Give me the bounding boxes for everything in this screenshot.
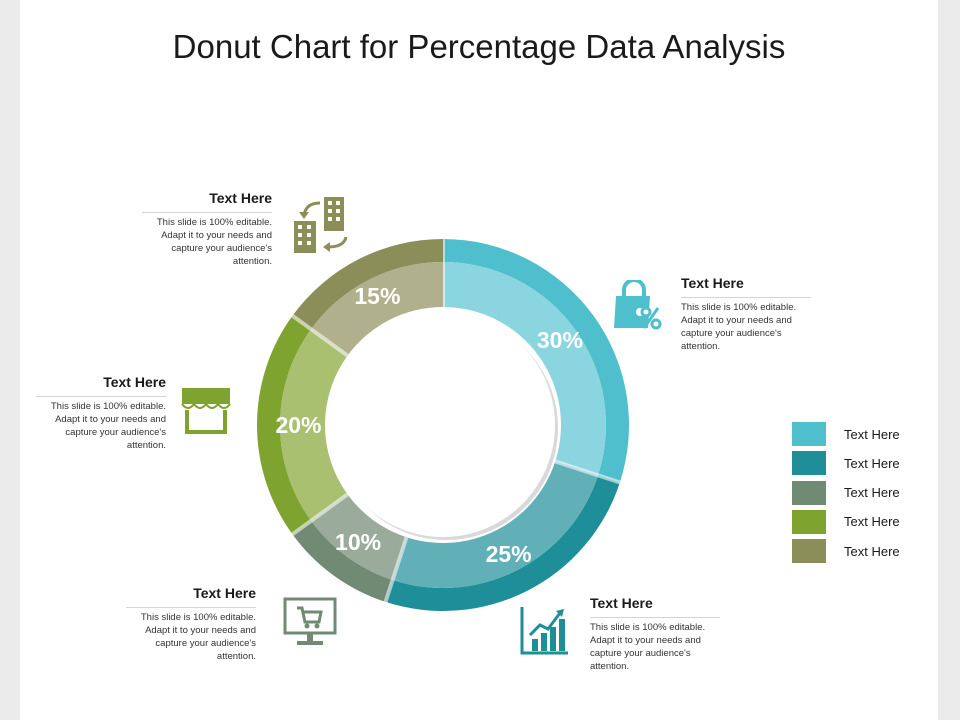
legend-swatch	[792, 509, 826, 534]
callout-middle-left: Text Here This slide is 100% editable. A…	[36, 374, 166, 452]
legend-label: Text Here	[844, 426, 900, 442]
callout-body: This slide is 100% editable. Adapt it to…	[140, 612, 256, 662]
legend-item: Text Here	[792, 422, 900, 446]
slice-separator	[554, 459, 625, 486]
slice-percent-label: 15%	[354, 283, 400, 309]
callout-body: This slide is 100% editable. Adapt it to…	[50, 401, 166, 451]
callout-heading: Text Here	[681, 275, 744, 291]
shopping-bag-percent-icon	[614, 280, 662, 330]
divider	[590, 617, 720, 618]
donut-slice-outer	[385, 475, 620, 611]
callout-body: This slide is 100% editable. Adapt it to…	[156, 217, 272, 267]
divider	[142, 212, 272, 213]
chart-title: Donut Chart for Percentage Data Analysis	[172, 28, 786, 65]
divider	[681, 297, 811, 298]
callout-heading: Text Here	[590, 595, 653, 611]
legend-item: Text Here	[792, 451, 900, 476]
donut-slice-inner	[280, 329, 348, 521]
slice-separator	[382, 536, 409, 607]
legend-swatch	[792, 451, 826, 476]
slice-separator	[288, 311, 349, 358]
legend-swatch	[792, 539, 826, 564]
donut-slice-outer	[443, 239, 629, 483]
computer-cart-icon	[283, 597, 337, 645]
legend-label: Text Here	[844, 543, 900, 559]
legend-swatch	[792, 480, 826, 505]
slice-percent-label: 20%	[275, 412, 321, 438]
donut-slice-inner	[392, 461, 599, 588]
donut-slice-inner	[311, 494, 407, 581]
donut-slice-outer	[292, 520, 393, 602]
slice-separator	[288, 492, 349, 539]
callout-body: This slide is 100% editable. Adapt it to…	[590, 622, 706, 672]
divider	[36, 396, 166, 397]
legend: Text Here Text Here Text Here Text Here …	[792, 422, 900, 568]
growth-chart-icon	[520, 607, 568, 655]
donut-slice-inner	[443, 262, 606, 476]
legend-label: Text Here	[844, 455, 900, 471]
donut-hole	[331, 313, 555, 537]
donut-slice-inner	[311, 262, 443, 356]
donut-slice-outer	[257, 315, 312, 535]
legend-label: Text Here	[844, 485, 900, 501]
callout-heading: Text Here	[103, 374, 166, 390]
donut-slice-outer	[292, 239, 443, 330]
callout-heading: Text Here	[209, 190, 272, 206]
slice-percent-label: 25%	[486, 541, 532, 567]
callout-bottom-right: Text Here This slide is 100% editable. A…	[590, 595, 720, 673]
callout-body: This slide is 100% editable. Adapt it to…	[681, 302, 797, 352]
callout-top-left: Text Here This slide is 100% editable. A…	[142, 190, 272, 268]
callout-top-right: Text Here This slide is 100% editable. A…	[681, 275, 811, 353]
legend-item: Text Here	[792, 539, 900, 564]
callout-bottom-left: Text Here This slide is 100% editable. A…	[126, 585, 256, 663]
slice-percent-label: 10%	[335, 529, 381, 555]
legend-swatch	[792, 422, 826, 446]
storefront-icon	[181, 388, 231, 434]
slice-percent-label: 30%	[537, 327, 583, 353]
legend-item: Text Here	[792, 509, 900, 534]
callout-heading: Text Here	[193, 585, 256, 601]
legend-label: Text Here	[844, 514, 900, 530]
buildings-exchange-icon	[294, 197, 348, 253]
divider	[126, 607, 256, 608]
legend-item: Text Here	[792, 480, 900, 505]
